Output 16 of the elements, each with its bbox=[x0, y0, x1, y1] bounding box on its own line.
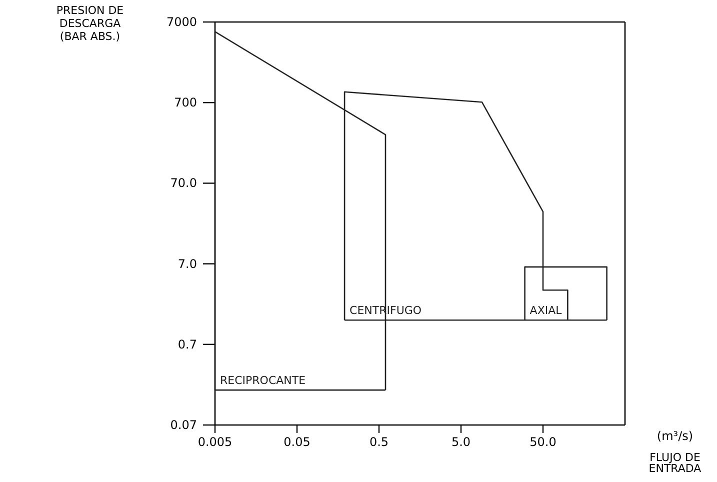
y-tick-label: 0.07 bbox=[170, 418, 197, 432]
y-axis-title: PRESION DE DESCARGA (BAR ABS.) bbox=[56, 4, 124, 43]
x-tick-label: 50.0 bbox=[530, 435, 556, 449]
text: (m³/s) bbox=[656, 429, 694, 443]
x-tick-label: 5.0 bbox=[451, 435, 471, 449]
series-label: AXIAL bbox=[530, 304, 563, 318]
x-tick-label: 0.5 bbox=[369, 435, 389, 449]
y-tick-label: 700 bbox=[174, 96, 197, 110]
series-label: RECIPROCANTE bbox=[220, 374, 306, 388]
y-tick-label: 7000 bbox=[166, 15, 197, 29]
x-axis-title: FLUJO DE ENTRADA bbox=[648, 451, 702, 475]
x-tick-label: 0.005 bbox=[198, 435, 232, 449]
y-tick-label: 7.0 bbox=[178, 256, 197, 271]
x-tick-label: 0.05 bbox=[284, 435, 310, 449]
y-tick-label: 0.7 bbox=[178, 337, 197, 352]
y-tick-label: 70.0 bbox=[170, 176, 197, 190]
